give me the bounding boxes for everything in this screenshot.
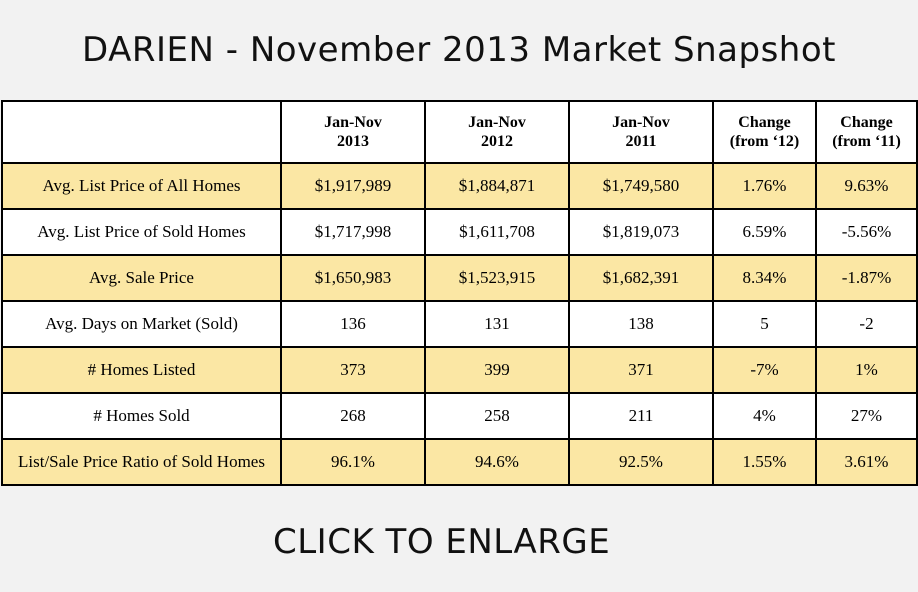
cell-2011: $1,749,580 <box>568 162 714 210</box>
cell-change-12: 8.34% <box>712 254 817 302</box>
cell-2012: $1,884,871 <box>424 162 570 210</box>
cell-2011: 138 <box>568 300 714 348</box>
row-label: # Homes Listed <box>1 346 282 394</box>
cell-2011: $1,819,073 <box>568 208 714 256</box>
table-header-row: Jan-Nov 2013 Jan-Nov 2012 Jan-Nov 2011 Chan… <box>1 100 918 164</box>
table-row: # Homes Listed 373 399 371 -7% 1% <box>1 346 918 394</box>
header-change-11: Change (from ‘11) <box>815 100 918 164</box>
cell-2013: $1,717,998 <box>280 208 426 256</box>
cell-change-11: 9.63% <box>815 162 918 210</box>
cell-change-12: 1.76% <box>712 162 817 210</box>
table-row: Avg. Days on Market (Sold) 136 131 138 5… <box>1 300 918 348</box>
cell-change-12: -7% <box>712 346 817 394</box>
row-label: Avg. Sale Price <box>1 254 282 302</box>
header-2012: Jan-Nov 2012 <box>424 100 570 164</box>
header-change-12: Change (from ‘12) <box>712 100 817 164</box>
row-label: Avg. Days on Market (Sold) <box>1 300 282 348</box>
cell-change-12: 5 <box>712 300 817 348</box>
cell-2013: 136 <box>280 300 426 348</box>
table-row: # Homes Sold 268 258 211 4% 27% <box>1 392 918 440</box>
cell-change-11: -5.56% <box>815 208 918 256</box>
click-to-enlarge-link[interactable]: CLICK TO ENLARGE <box>273 522 611 562</box>
cell-2012: 399 <box>424 346 570 394</box>
page-title: DARIEN - November 2013 Market Snapshot <box>82 30 836 70</box>
cell-change-11: -1.87% <box>815 254 918 302</box>
header-2013: Jan-Nov 2013 <box>280 100 426 164</box>
row-label: Avg. List Price of Sold Homes <box>1 208 282 256</box>
table-row: Avg. List Price of Sold Homes $1,717,998… <box>1 208 918 256</box>
table-row: List/Sale Price Ratio of Sold Homes 96.1… <box>1 438 918 486</box>
market-snapshot-table: Jan-Nov 2013 Jan-Nov 2012 Jan-Nov 2011 Chan… <box>1 100 918 486</box>
cell-2012: 94.6% <box>424 438 570 486</box>
cell-2011: 211 <box>568 392 714 440</box>
cell-2012: $1,611,708 <box>424 208 570 256</box>
cell-change-11: -2 <box>815 300 918 348</box>
cell-change-12: 6.59% <box>712 208 817 256</box>
cell-change-11: 3.61% <box>815 438 918 486</box>
table-row: Avg. List Price of All Homes $1,917,989 … <box>1 162 918 210</box>
header-2011: Jan-Nov 2011 <box>568 100 714 164</box>
cell-2011: $1,682,391 <box>568 254 714 302</box>
cell-2011: 371 <box>568 346 714 394</box>
row-label: Avg. List Price of All Homes <box>1 162 282 210</box>
row-label: # Homes Sold <box>1 392 282 440</box>
cell-2013: 268 <box>280 392 426 440</box>
cell-2013: 96.1% <box>280 438 426 486</box>
cell-change-12: 4% <box>712 392 817 440</box>
row-label: List/Sale Price Ratio of Sold Homes <box>1 438 282 486</box>
cell-2012: 131 <box>424 300 570 348</box>
cell-2011: 92.5% <box>568 438 714 486</box>
cell-2012: $1,523,915 <box>424 254 570 302</box>
cell-change-11: 27% <box>815 392 918 440</box>
cell-2013: $1,650,983 <box>280 254 426 302</box>
cell-change-12: 1.55% <box>712 438 817 486</box>
cell-2012: 258 <box>424 392 570 440</box>
cell-change-11: 1% <box>815 346 918 394</box>
header-empty <box>1 100 282 164</box>
cell-2013: 373 <box>280 346 426 394</box>
table-row: Avg. Sale Price $1,650,983 $1,523,915 $1… <box>1 254 918 302</box>
cell-2013: $1,917,989 <box>280 162 426 210</box>
